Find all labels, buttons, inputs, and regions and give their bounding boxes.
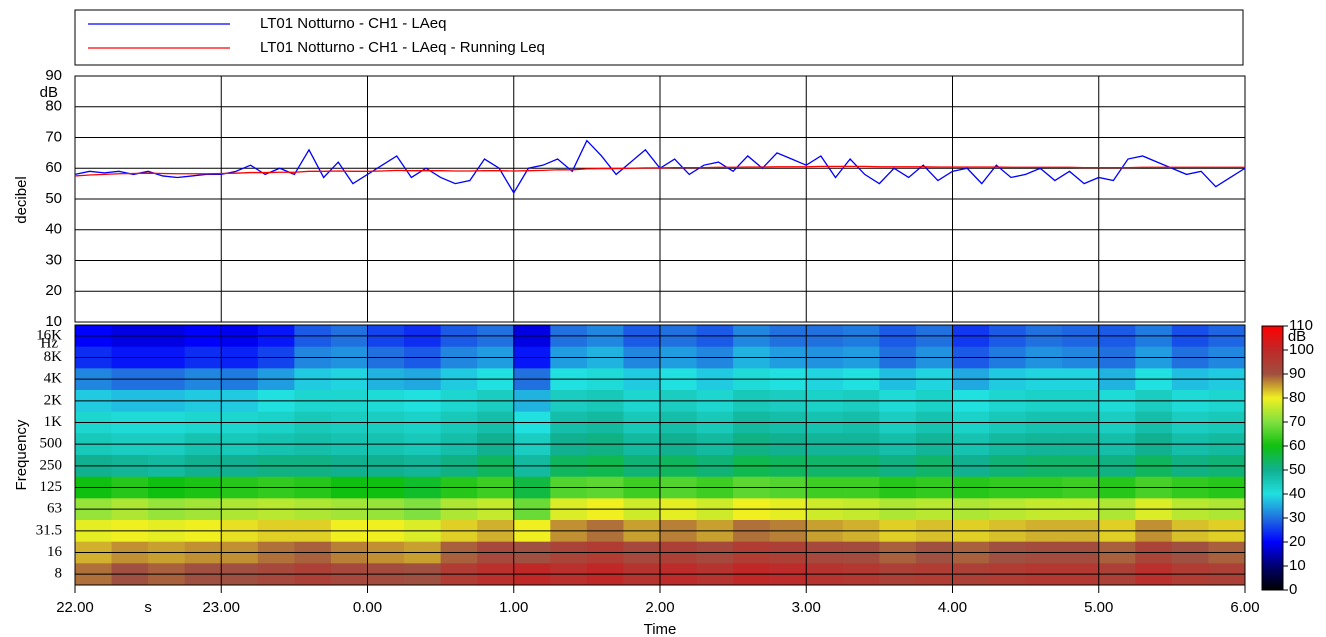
- y-tick-label: 80: [45, 98, 62, 115]
- y-tick-label: 8: [55, 566, 63, 582]
- y-tick-label: 60: [45, 159, 62, 176]
- colorbar: [1262, 326, 1283, 590]
- y-tick-label: 2K: [44, 392, 63, 408]
- y-tick-label: 16K: [36, 327, 62, 343]
- y-tick-label: 1K: [44, 414, 63, 430]
- y-tick-label: 20: [45, 282, 62, 299]
- y-tick-label: 30: [45, 251, 62, 268]
- x-tick-label: 23.00: [202, 599, 240, 616]
- y-tick-label: 70: [45, 128, 62, 145]
- y-tick-label: 63: [47, 501, 62, 517]
- y-tick-label: 16: [47, 544, 63, 560]
- x-tick-label: 4.00: [938, 599, 967, 616]
- x-tick-label: 5.00: [1084, 599, 1113, 616]
- y-axis-label: decibel: [13, 176, 30, 224]
- colorbar-tick-label: 100: [1289, 341, 1314, 358]
- y-tick-label: 50: [45, 190, 62, 207]
- chart: decibel dB Frequency Hz Time dB 10203040…: [0, 0, 1326, 637]
- y-axis-label: Frequency: [13, 419, 30, 490]
- x-tick-label: 6.00: [1230, 599, 1259, 616]
- colorbar-tick-label: 80: [1289, 389, 1306, 406]
- x-unit: s: [144, 599, 152, 616]
- colorbar-tick-label: 70: [1289, 413, 1306, 430]
- colorbar-tick-label: 110: [1289, 317, 1313, 334]
- y-tick-label: 4K: [44, 371, 63, 387]
- colorbar-tick-label: 50: [1289, 461, 1306, 478]
- y-tick-label: 250: [40, 457, 63, 473]
- x-axis-label: Time: [644, 621, 677, 637]
- colorbar-tick-label: 0: [1289, 581, 1297, 598]
- colorbar-tick-label: 40: [1289, 485, 1306, 502]
- y-tick-label: 90: [45, 67, 62, 84]
- x-tick-label: 2.00: [645, 599, 674, 616]
- colorbar-tick-label: 20: [1289, 533, 1306, 550]
- y-tick-label: 500: [40, 436, 63, 452]
- colorbar-tick-label: 60: [1289, 437, 1306, 454]
- legend-label: LT01 Notturno - CH1 - LAeq - Running Leq: [260, 39, 545, 56]
- colorbar-tick-label: 30: [1289, 509, 1306, 526]
- x-tick-label: 3.00: [792, 599, 821, 616]
- colorbar-tick-label: 10: [1289, 557, 1306, 574]
- x-tick-label: 0.00: [353, 599, 382, 616]
- legend-label: LT01 Notturno - CH1 - LAeq: [260, 15, 446, 32]
- y-tick-label: 40: [45, 221, 62, 238]
- x-tick-label: 22.00: [56, 599, 94, 616]
- page: decibel dB Frequency Hz Time dB 10203040…: [0, 0, 1326, 637]
- colorbar-tick-label: 90: [1289, 365, 1306, 382]
- x-tick-label: 1.00: [499, 599, 528, 616]
- y-tick-label: 31.5: [36, 522, 62, 538]
- legend-box: [75, 10, 1243, 65]
- y-tick-label: 8K: [44, 349, 63, 365]
- y-tick-label: 125: [40, 479, 63, 495]
